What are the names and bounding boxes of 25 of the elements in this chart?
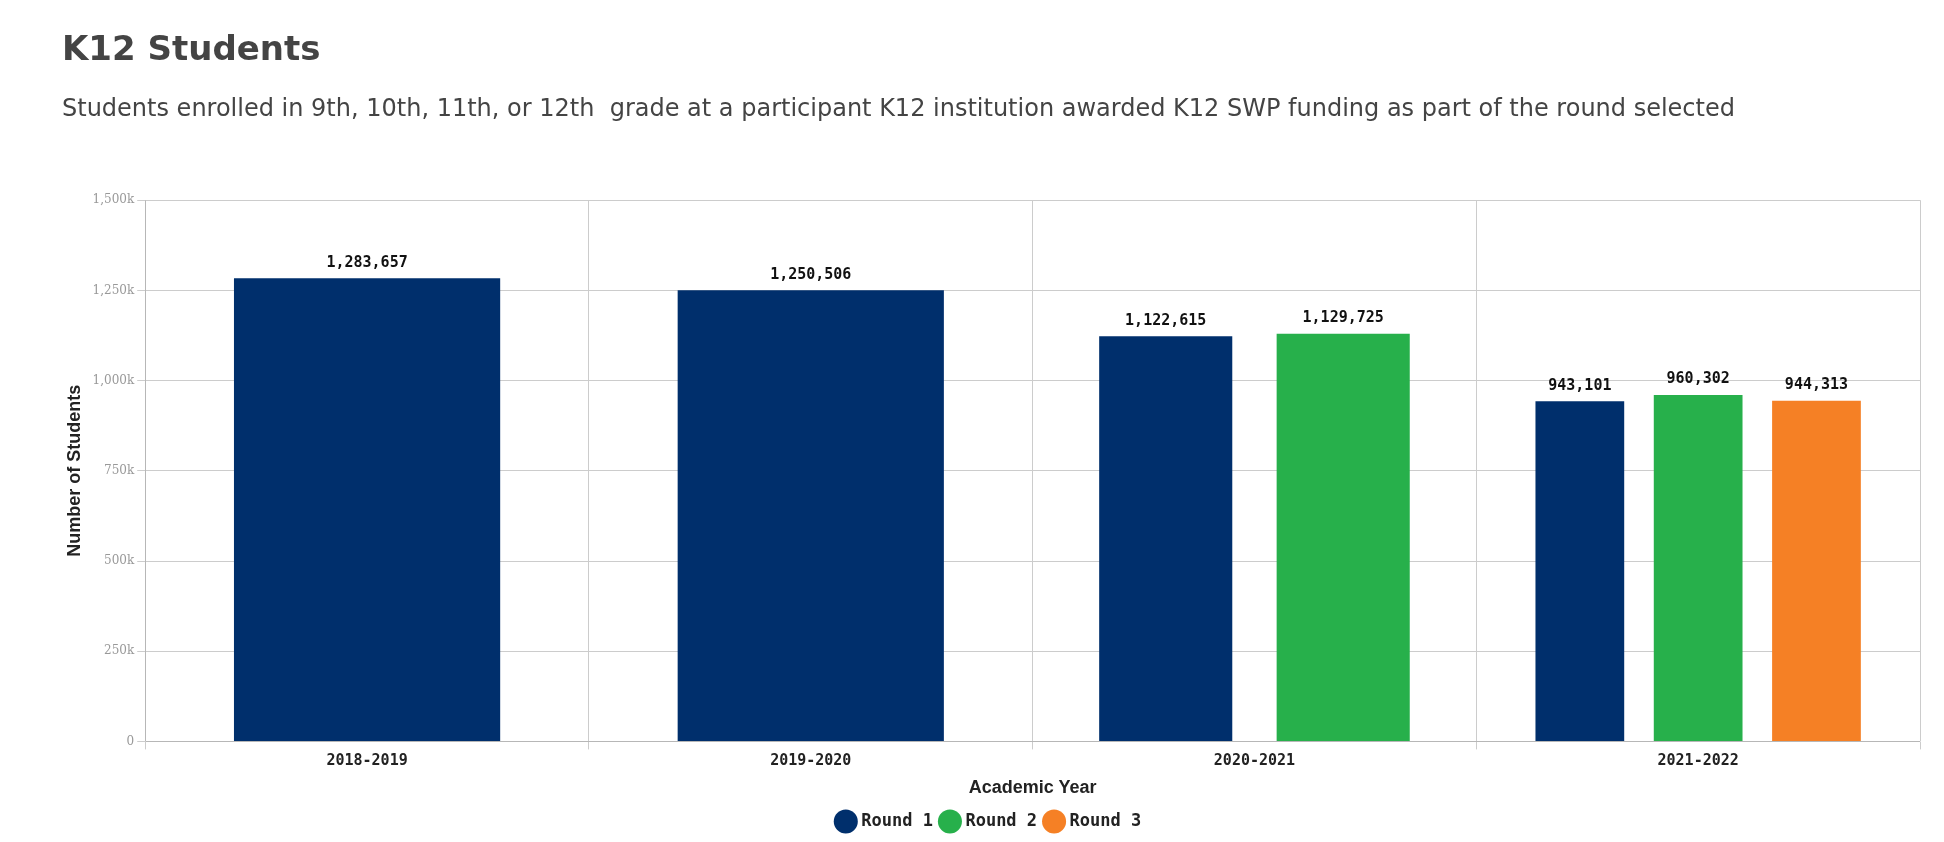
data-label: 1,129,725 — [1302, 308, 1384, 327]
legend-label: Round 2 — [965, 809, 1038, 830]
data-label: 1,122,615 — [1125, 310, 1207, 329]
x-tick-label: 2018-2019 — [326, 751, 408, 770]
data-label: 1,250,506 — [770, 264, 852, 283]
y-tick-label: 0 — [126, 733, 135, 748]
legend-label: Round 1 — [861, 809, 933, 830]
y-tick-label: 1,250k — [92, 282, 135, 297]
y-tick-label: 1,000k — [92, 372, 135, 387]
x-tick-label: 2020-2021 — [1213, 751, 1296, 770]
data-label: 944,313 — [1784, 375, 1849, 394]
legend-label: Round 3 — [1069, 809, 1142, 830]
data-label: 943,101 — [1548, 375, 1612, 394]
x-axis-title: Academic Year — [968, 777, 1097, 798]
y-tick-label: 1,500k — [92, 192, 135, 207]
data-label: 1,283,657 — [326, 252, 408, 271]
chart-title: K12 Students — [62, 28, 321, 68]
y-tick-label: 500k — [104, 553, 135, 568]
data-label: 960,302 — [1666, 369, 1730, 388]
chart-subtitle: Students enrolled in 9th, 10th, 11th, or 12th grade at a participant K12 institution awarded K12 SWP funding as part of the round selected — [62, 93, 1736, 124]
y-tick-label: 750k — [104, 462, 135, 477]
y-tick-label: 250k — [104, 643, 135, 658]
x-tick-label: 2021-2022 — [1657, 751, 1739, 770]
y-axis-title: Number of Students — [63, 384, 84, 557]
x-tick-label: 2019-2020 — [770, 751, 852, 770]
